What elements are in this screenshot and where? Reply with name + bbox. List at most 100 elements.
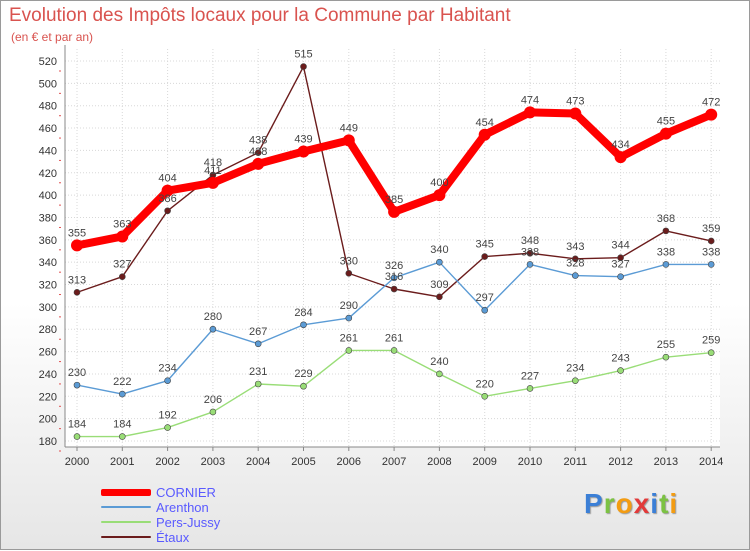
data-label: 297 xyxy=(476,292,494,304)
x-tick-label: 2006 xyxy=(337,456,361,468)
data-point xyxy=(119,433,126,440)
data-label: 400 xyxy=(430,177,448,189)
data-label: 348 xyxy=(521,235,539,247)
data-point xyxy=(707,261,715,268)
data-point xyxy=(705,108,718,121)
data-point xyxy=(254,340,262,348)
y-tick-label: 480 xyxy=(39,101,57,113)
data-label: 385 xyxy=(385,194,403,206)
data-point xyxy=(478,128,491,141)
data-label: 411 xyxy=(204,165,222,177)
data-point xyxy=(119,273,126,281)
data-point xyxy=(571,255,579,263)
data-point xyxy=(571,377,579,384)
data-point xyxy=(390,347,398,354)
data-point xyxy=(252,157,265,170)
data-point xyxy=(481,306,489,314)
data-label: 184 xyxy=(68,419,86,431)
data-point xyxy=(433,189,446,202)
data-point xyxy=(662,261,670,268)
y-tick-label: 240 xyxy=(39,369,57,381)
data-point xyxy=(571,272,579,279)
data-label: 473 xyxy=(566,96,584,108)
data-point xyxy=(206,176,219,189)
data-point xyxy=(161,184,174,197)
data-label: 404 xyxy=(158,173,176,185)
data-label: 255 xyxy=(657,339,675,351)
legend-item-cornier[interactable]: CORNIER xyxy=(101,485,301,500)
data-point xyxy=(209,408,217,416)
data-label: 338 xyxy=(702,246,720,258)
data-point xyxy=(300,63,307,70)
data-point xyxy=(342,134,355,147)
legend-swatch xyxy=(101,506,151,508)
chart-title: Evolution des Impôts locaux pour la Comm… xyxy=(9,5,511,26)
data-label: 449 xyxy=(340,122,358,134)
y-tick-label: 500 xyxy=(39,78,57,90)
x-tick-label: 2009 xyxy=(472,456,496,468)
y-tick-label: 520 xyxy=(39,56,57,68)
data-label: 206 xyxy=(204,394,222,406)
x-tick-label: 2011 xyxy=(563,456,587,468)
data-label: 330 xyxy=(340,255,358,267)
data-label: 261 xyxy=(340,332,358,344)
legend-item-etaux[interactable]: Étaux xyxy=(101,530,301,545)
x-tick-label: 2002 xyxy=(155,456,179,468)
data-point xyxy=(707,237,715,245)
data-label: 359 xyxy=(702,223,720,235)
legend-item-arenthon[interactable]: Arenthon xyxy=(101,500,301,515)
data-label: 309 xyxy=(430,279,448,291)
logo-letter: r xyxy=(603,488,616,519)
data-point xyxy=(390,285,398,293)
logo-letter: o xyxy=(615,488,634,519)
data-label: 428 xyxy=(249,146,267,158)
data-point xyxy=(164,377,171,384)
data-label: 355 xyxy=(68,227,86,239)
x-tick-label: 2000 xyxy=(65,456,89,468)
data-label: 344 xyxy=(611,240,629,252)
data-point xyxy=(524,106,536,119)
logo-letter: P xyxy=(584,488,604,519)
logo-letter: i xyxy=(669,488,679,519)
data-point xyxy=(390,274,398,282)
data-point xyxy=(526,385,534,392)
data-point xyxy=(617,254,624,262)
data-label: 363 xyxy=(113,218,131,230)
data-label: 284 xyxy=(294,307,312,319)
legend: CORNIER Arenthon Pers-Jussy Étaux xyxy=(101,485,301,545)
data-point xyxy=(662,227,670,235)
data-label: 227 xyxy=(521,370,539,382)
data-label: 345 xyxy=(476,239,494,251)
data-point xyxy=(164,424,171,431)
data-point xyxy=(617,273,624,281)
data-point xyxy=(614,151,627,164)
data-point xyxy=(300,382,307,390)
y-tick-label: 260 xyxy=(39,347,57,359)
data-point xyxy=(116,230,129,243)
data-label: 418 xyxy=(204,157,222,169)
proxiti-logo: Proxiti xyxy=(584,488,678,520)
data-point xyxy=(436,293,443,301)
data-label: 184 xyxy=(113,419,131,431)
x-tick-label: 2001 xyxy=(110,456,134,468)
legend-label: CORNIER xyxy=(156,485,216,500)
data-point xyxy=(209,325,217,333)
y-tick-label: 360 xyxy=(39,235,57,247)
data-label: 474 xyxy=(521,94,539,106)
data-label: 454 xyxy=(476,117,494,129)
data-point xyxy=(300,321,307,329)
data-point xyxy=(345,347,353,354)
legend-item-pers-jussy[interactable]: Pers-Jussy xyxy=(101,515,301,530)
data-label: 434 xyxy=(611,139,629,151)
chart-subtitle: (en € et par an) xyxy=(11,30,94,44)
data-label: 368 xyxy=(657,213,675,225)
data-label: 343 xyxy=(566,241,584,253)
data-label: 243 xyxy=(611,353,629,365)
y-tick-label: 300 xyxy=(39,302,57,314)
data-label: 438 xyxy=(249,135,267,147)
data-point xyxy=(345,314,353,322)
data-label: 316 xyxy=(385,271,403,283)
data-label: 220 xyxy=(476,378,494,390)
data-label: 472 xyxy=(702,97,720,109)
